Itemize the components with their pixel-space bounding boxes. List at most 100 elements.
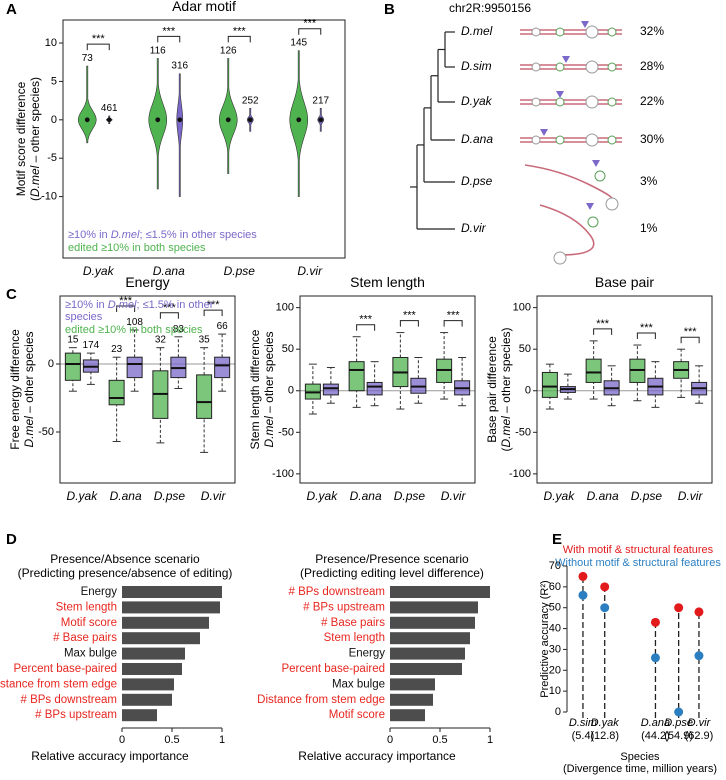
median-dot <box>318 117 324 123</box>
percent-label: 3% <box>640 174 658 188</box>
species-label: D.mel <box>461 24 493 38</box>
category-label: Energy <box>349 648 386 660</box>
x-tick-label: D.vir <box>201 489 227 503</box>
x-tick-label: D.pse <box>664 717 693 729</box>
category-label: Motif score <box>61 617 117 629</box>
y-tick-label: 100 <box>276 302 294 314</box>
y-tick-label: 50 <box>282 343 294 355</box>
count-label: 32 <box>155 334 167 345</box>
count-label: 23 <box>111 344 123 355</box>
chart-title: Presence/Presence scenario <box>315 552 469 566</box>
x-tick-note: (12.8) <box>590 730 619 742</box>
x-tick-label: D.ana <box>153 264 185 278</box>
x-tick-label: D.pse <box>394 489 426 503</box>
y-tick-label: -100 <box>509 468 531 480</box>
y-tick-label: 10 <box>549 685 561 697</box>
significance-label: *** <box>303 18 317 30</box>
significance-label: *** <box>233 25 247 37</box>
edit-site-marker <box>540 129 548 136</box>
legend-label: ≥10% in D.mel; ≤1.5% in other species <box>65 299 217 323</box>
rna-loop <box>587 216 599 228</box>
percent-label: 28% <box>640 59 664 73</box>
box <box>585 358 602 383</box>
x-tick-label: D.vir <box>678 489 704 503</box>
panel-label: C <box>6 286 17 303</box>
box <box>541 371 558 398</box>
violin <box>77 65 97 144</box>
y-tick-label: 100 <box>513 302 531 314</box>
y-tick-label: 50 <box>549 602 561 614</box>
significance-label: *** <box>640 322 654 334</box>
x-tick-label: 1 <box>487 734 493 746</box>
category-label: Distance from stem edge <box>0 678 117 690</box>
category-label: # BPs downstream <box>288 586 385 598</box>
count-label: 116 <box>150 45 166 56</box>
bar <box>122 647 185 660</box>
y-tick-label: 20 <box>549 664 561 676</box>
bar <box>122 601 220 614</box>
point <box>578 571 588 581</box>
y-axis-label: D.mel – other species <box>262 331 276 447</box>
significance-label: *** <box>163 302 177 314</box>
bar <box>122 693 172 706</box>
rna-loop <box>531 135 541 145</box>
significance-bracket <box>227 35 251 43</box>
median-dot <box>155 117 161 123</box>
box <box>348 361 365 392</box>
point <box>578 590 588 600</box>
category-label: Percent base-paired <box>281 663 385 675</box>
violin <box>289 50 309 197</box>
y-tick-label: 0 <box>51 114 57 126</box>
y-tick-label: 60 <box>549 581 561 593</box>
legend-label: ≥10% in D.mel; ≤1.5% in other species <box>68 229 257 241</box>
box <box>196 374 213 419</box>
bar <box>390 632 470 645</box>
y-tick-label: 0 <box>288 385 294 397</box>
violin <box>176 73 184 197</box>
y-tick-label: 40 <box>549 622 561 634</box>
legend-label: Without motif & structural features <box>555 557 721 569</box>
significance-bracket <box>593 328 613 335</box>
chart-title: Energy <box>125 274 169 290</box>
point <box>674 707 684 717</box>
median-dot <box>247 117 253 123</box>
bar <box>122 632 200 645</box>
x-tick-label: D.vir <box>441 489 467 503</box>
percent-label: 32% <box>640 24 664 38</box>
plot-frame <box>62 19 346 259</box>
species-label: D.pse <box>461 174 493 188</box>
y-axis-label: (D.mel – other species) <box>28 77 42 201</box>
box <box>366 381 383 396</box>
count-label: 174 <box>83 340 100 351</box>
median-dot <box>84 117 90 123</box>
rna-loop <box>555 27 565 37</box>
y-tick-label: 5 <box>51 75 57 87</box>
significance-bracket <box>399 320 419 327</box>
rna-stem <box>539 204 595 256</box>
median-dot <box>225 117 231 123</box>
rna-loop <box>555 135 565 145</box>
bar <box>122 678 174 691</box>
violin <box>148 58 168 190</box>
chart-title: Base pair <box>595 274 654 290</box>
x-tick-label: D.ana <box>350 489 382 503</box>
legend-label: edited ≥10% in both species <box>68 242 206 254</box>
y-tick-label: 30 <box>549 643 561 655</box>
point <box>650 617 660 627</box>
median-dot <box>177 117 183 123</box>
category-label: # BPs upstream <box>303 601 385 613</box>
category-label: Max bulge <box>332 678 385 690</box>
x-tick-label: D.sim <box>569 717 597 729</box>
count-label: 73 <box>82 53 94 64</box>
significance-bracket <box>298 28 322 35</box>
species-label: D.ana <box>461 132 493 146</box>
bar <box>122 663 182 675</box>
y-axis-label: Stem length difference <box>248 329 262 449</box>
count-label: 316 <box>171 60 188 71</box>
bar <box>122 709 157 722</box>
count-label: 145 <box>290 37 307 48</box>
edit-site-marker <box>556 91 564 98</box>
count-label: 252 <box>242 95 259 106</box>
percent-label: 30% <box>640 132 664 146</box>
x-tick-label: D.yak <box>83 264 115 278</box>
